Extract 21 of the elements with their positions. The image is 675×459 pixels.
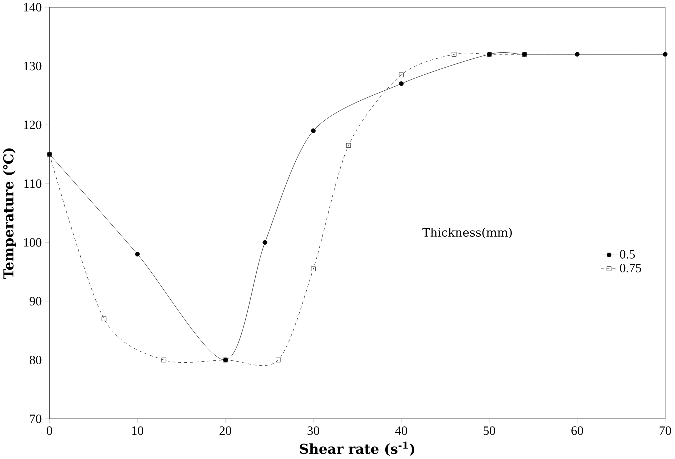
y-tick-label: 90 [30, 296, 42, 306]
x-tick-label: 0 [47, 426, 52, 435]
y-tick-label: 70 [30, 414, 42, 424]
x-tick-label: 30 [308, 426, 320, 435]
x-tick-label: 40 [395, 426, 408, 435]
x-tick-label: 20 [220, 426, 232, 435]
x-tick-label: 10 [132, 426, 144, 435]
y-tick-label: 120 [24, 120, 42, 130]
x-tick-label: 70 [660, 426, 672, 435]
y-tick-label: 140 [24, 3, 42, 12]
x-tick-label: 60 [572, 426, 584, 435]
y-tick-label: 110 [24, 179, 42, 188]
y-axis-title: Temperature (℃) [3, 148, 16, 279]
y-tick-label: 130 [24, 62, 42, 70]
legend-title: Thickness(mm) [422, 228, 512, 238]
x-axis-title: Shear rate (s$^{-1}$) [300, 442, 415, 456]
x-tick-label: 50 [484, 426, 496, 435]
y-tick-label: 100 [24, 238, 42, 247]
legend-label: 0.5 [620, 250, 636, 259]
legend-label: 0.75 [620, 264, 642, 272]
y-tick-label: 80 [30, 356, 42, 364]
